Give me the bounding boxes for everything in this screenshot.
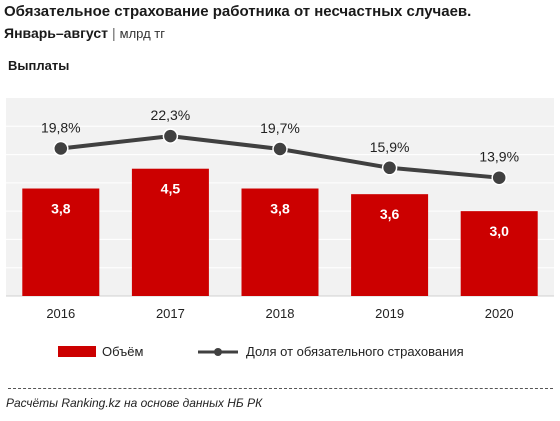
line-label-2018: 19,7%: [260, 120, 300, 136]
bar-2020: [460, 211, 538, 296]
x-tick-label-2017: 2017: [156, 306, 185, 321]
bar-2019: [351, 194, 429, 296]
x-tick-label-2020: 2020: [485, 306, 514, 321]
bar-label-2017: 4,5: [161, 181, 181, 197]
bar-label-2018: 3,8: [270, 201, 290, 217]
legend-line-swatch: [198, 347, 238, 356]
footer-divider: [8, 388, 553, 389]
bar-label-2019: 3,6: [380, 206, 400, 222]
unit-label: млрд тг: [119, 26, 165, 41]
source-note: Расчёты Ranking.kz на основе данных НБ Р…: [6, 396, 263, 410]
line-point-2017: [162, 128, 179, 144]
line-point-2019: [381, 160, 398, 176]
legend-item-bars: Объём: [58, 344, 143, 359]
bar-2016: [22, 188, 100, 296]
line-label-2017: 22,3%: [151, 107, 191, 123]
x-tick-label-2018: 2018: [266, 306, 295, 321]
x-tick-label-2019: 2019: [375, 306, 404, 321]
legend-line-label: Доля от обязательного страхования: [246, 344, 464, 359]
line-label-2019: 15,9%: [370, 139, 410, 155]
subtitle-separator: |: [111, 25, 116, 41]
line-label-2016: 19,8%: [41, 119, 81, 135]
legend-bars-label: Объём: [102, 344, 144, 359]
line-label-2020: 13,9%: [479, 149, 519, 165]
bar-label-2020: 3,0: [489, 223, 509, 239]
chart-title: Обязательное страхование работника от не…: [4, 3, 472, 20]
bar-2018: [241, 188, 319, 296]
legend-item-line: Доля от обязательного страхования: [196, 344, 464, 359]
chart-legend: Объём Доля от обязательного страхования: [0, 340, 560, 364]
x-tick-label-2016: 2016: [46, 306, 75, 321]
bar-label-2016: 3,8: [51, 201, 71, 217]
bar-2017: [131, 168, 209, 296]
section-label: Выплаты: [8, 58, 70, 73]
period-label: Январь–август: [4, 25, 108, 41]
chart-subtitle: Январь–август | млрд тг: [4, 24, 165, 43]
line-point-2016: [53, 140, 69, 157]
chart-area: 3,8 2016 4,5 2017 3,8 2018 3,6 2019 3,0 2020 19,8%…: [6, 98, 554, 321]
line-point-2018: [272, 141, 288, 157]
line-point-2020: [491, 169, 507, 186]
legend-bar-swatch: [58, 346, 96, 357]
